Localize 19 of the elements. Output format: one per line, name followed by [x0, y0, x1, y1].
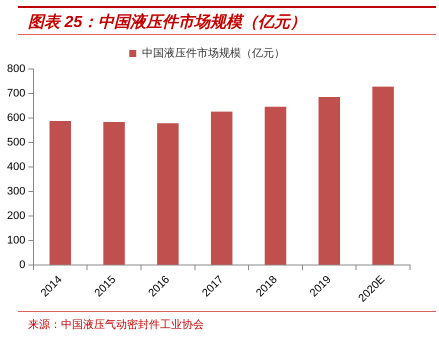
- bar: [264, 106, 286, 265]
- chart-title: 图表 25：中国液压件市场规模（亿元）: [28, 12, 306, 33]
- bar: [318, 96, 340, 265]
- y-tick-label: 0: [19, 259, 26, 272]
- bar: [103, 122, 125, 265]
- y-tick-label: 200: [6, 210, 26, 222]
- source-note: 来源：中国液压气动密封件工业协会: [28, 318, 204, 332]
- y-tick-label: 700: [6, 88, 26, 100]
- bar: [49, 120, 72, 265]
- y-tick-label: 300: [6, 186, 26, 198]
- bar: [157, 123, 179, 265]
- y-tick-label: 100: [6, 234, 26, 247]
- legend-label: 中国液压件市场规模（亿元）: [142, 46, 285, 60]
- bar: [210, 112, 232, 265]
- y-tick-label: 800: [6, 63, 26, 76]
- bar: [372, 86, 394, 265]
- y-tick-label: 500: [6, 136, 26, 149]
- y-tick-label: 400: [6, 161, 26, 174]
- y-tick-label: 600: [6, 112, 26, 124]
